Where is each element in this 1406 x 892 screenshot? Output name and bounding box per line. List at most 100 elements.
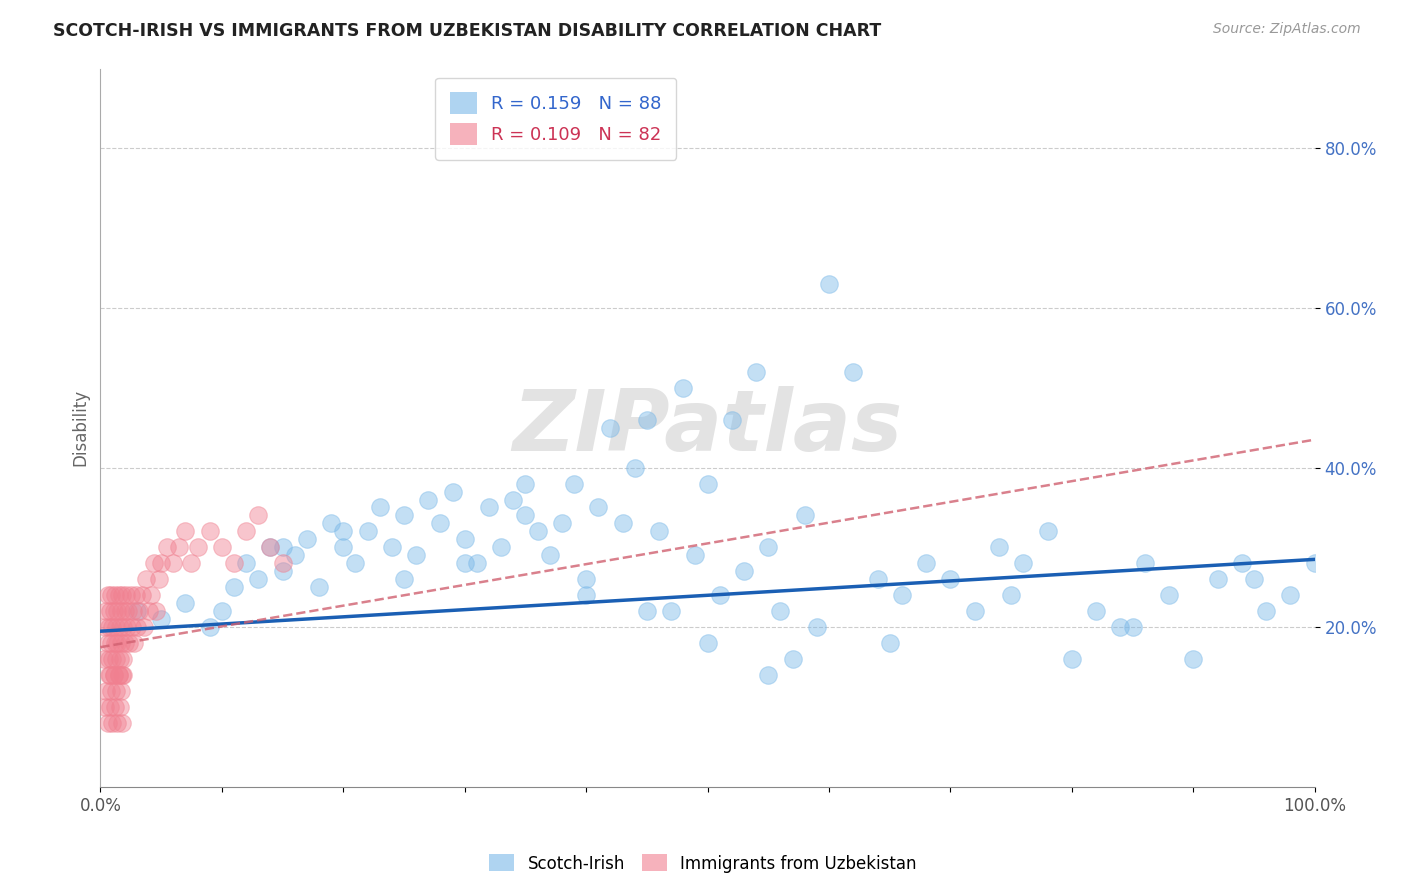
Point <box>756 668 779 682</box>
Point <box>141 588 163 602</box>
Point <box>782 652 804 666</box>
Point <box>478 500 501 515</box>
Point <box>1182 652 1205 666</box>
Point <box>356 524 378 539</box>
Point <box>842 365 865 379</box>
Point <box>866 572 889 586</box>
Point <box>612 516 634 531</box>
Point <box>623 460 645 475</box>
Point <box>98 668 121 682</box>
Point <box>392 572 415 586</box>
Point <box>105 620 128 634</box>
Point <box>103 604 125 618</box>
Point <box>696 476 718 491</box>
Point <box>319 516 342 531</box>
Point <box>1243 572 1265 586</box>
Point <box>247 572 270 586</box>
Point <box>1012 557 1035 571</box>
Point <box>112 668 135 682</box>
Point <box>284 549 307 563</box>
Point <box>114 636 136 650</box>
Point <box>465 557 488 571</box>
Point <box>988 541 1011 555</box>
Point <box>526 524 548 539</box>
Point <box>110 636 132 650</box>
Point <box>453 533 475 547</box>
Point <box>599 420 621 434</box>
Point <box>756 541 779 555</box>
Point <box>562 476 585 491</box>
Point <box>94 620 117 634</box>
Point <box>156 541 179 555</box>
Point <box>162 557 184 571</box>
Point <box>211 604 233 618</box>
Point <box>806 620 828 634</box>
Point <box>1060 652 1083 666</box>
Point <box>108 652 131 666</box>
Point <box>1036 524 1059 539</box>
Point <box>107 668 129 682</box>
Point <box>502 492 524 507</box>
Point <box>100 636 122 650</box>
Point <box>97 636 120 650</box>
Point <box>1279 588 1302 602</box>
Point <box>709 588 731 602</box>
Point <box>110 684 132 698</box>
Point <box>103 668 125 682</box>
Point <box>97 652 120 666</box>
Point <box>879 636 901 650</box>
Point <box>1109 620 1132 634</box>
Point <box>733 565 755 579</box>
Point <box>105 604 128 618</box>
Point <box>1256 604 1278 618</box>
Point <box>125 620 148 634</box>
Point <box>107 668 129 682</box>
Point <box>271 541 294 555</box>
Point <box>259 541 281 555</box>
Point <box>769 604 792 618</box>
Point <box>135 572 157 586</box>
Point <box>148 572 170 586</box>
Point <box>381 541 404 555</box>
Point <box>235 557 257 571</box>
Point <box>150 612 173 626</box>
Point <box>97 668 120 682</box>
Point <box>222 580 245 594</box>
Point <box>108 700 131 714</box>
Point <box>138 604 160 618</box>
Point <box>100 588 122 602</box>
Point <box>174 596 197 610</box>
Point <box>96 604 118 618</box>
Point <box>429 516 451 531</box>
Point <box>114 604 136 618</box>
Point <box>308 580 330 594</box>
Point <box>247 508 270 523</box>
Y-axis label: Disability: Disability <box>72 389 89 467</box>
Point <box>145 604 167 618</box>
Point <box>659 604 682 618</box>
Point <box>586 500 609 515</box>
Point <box>111 668 134 682</box>
Point <box>112 620 135 634</box>
Point <box>575 572 598 586</box>
Point <box>198 620 221 634</box>
Point <box>235 524 257 539</box>
Point <box>489 541 512 555</box>
Point <box>174 524 197 539</box>
Point <box>515 508 537 523</box>
Point <box>94 700 117 714</box>
Point <box>128 604 150 618</box>
Point <box>211 541 233 555</box>
Point <box>636 604 658 618</box>
Point <box>96 684 118 698</box>
Point <box>101 620 124 634</box>
Point <box>121 620 143 634</box>
Point <box>551 516 574 531</box>
Point <box>405 549 427 563</box>
Point <box>890 588 912 602</box>
Point <box>636 413 658 427</box>
Point <box>93 652 115 666</box>
Point <box>110 604 132 618</box>
Point <box>915 557 938 571</box>
Point <box>100 684 122 698</box>
